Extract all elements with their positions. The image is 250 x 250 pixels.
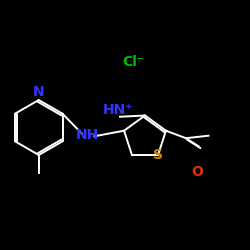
Text: NH: NH (76, 128, 99, 142)
Text: Cl⁻: Cl⁻ (122, 55, 145, 69)
Text: S: S (153, 148, 163, 162)
Text: N: N (33, 85, 44, 99)
Text: HN⁺: HN⁺ (102, 104, 133, 118)
Text: O: O (192, 166, 203, 179)
